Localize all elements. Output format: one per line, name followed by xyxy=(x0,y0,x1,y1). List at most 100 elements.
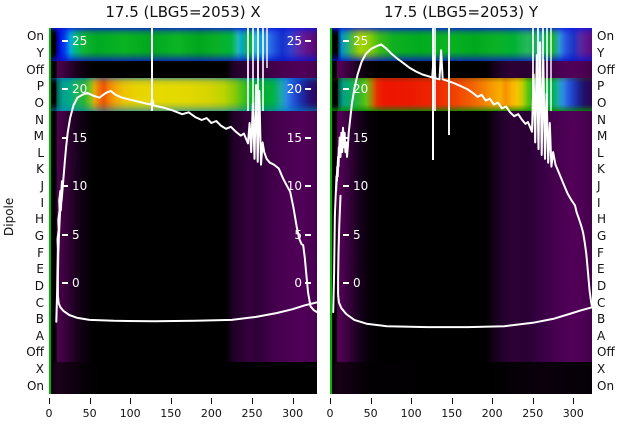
baseline-curve xyxy=(337,194,592,329)
event-line xyxy=(251,28,254,111)
event-line xyxy=(531,28,534,111)
x-tick-label: 0 xyxy=(326,407,334,420)
band-edge-tint xyxy=(49,28,317,61)
x-tick-mark xyxy=(330,398,331,404)
x-tick-label: 100 xyxy=(119,407,141,420)
plot-right: 25 20 15 10 5 0 xyxy=(330,28,592,394)
bottom-rows-layer xyxy=(49,362,317,394)
row-label: J xyxy=(597,179,601,194)
bottom-rows-layer xyxy=(330,362,592,394)
x-tick-mark xyxy=(252,398,253,404)
row-label: N xyxy=(35,112,44,127)
inner-ytick-mark-right xyxy=(305,88,311,90)
inner-ytick-label: 25 xyxy=(72,33,88,48)
row-label: F xyxy=(597,245,604,260)
row-label: Off xyxy=(26,345,44,360)
row-label: Off xyxy=(597,345,615,360)
x-tick-mark xyxy=(492,398,494,404)
inner-ytick-label: 15 xyxy=(72,130,88,145)
x-tick-mark xyxy=(292,398,294,404)
row-label: A xyxy=(35,328,44,343)
inner-ytick-mark xyxy=(62,88,68,90)
inner-ytick-mark xyxy=(343,185,349,187)
row-label: O xyxy=(597,95,607,110)
x-tick-label: 150 xyxy=(160,407,182,420)
row-label: J xyxy=(40,179,44,194)
x-tick-mark xyxy=(451,398,453,404)
inner-ytick-mark xyxy=(62,282,68,284)
x-tick-mark xyxy=(370,398,372,404)
row-label: E xyxy=(597,262,605,277)
x-tick-label: 250 xyxy=(241,407,263,420)
purple-columns-layer xyxy=(330,61,592,362)
row-label: H xyxy=(597,212,607,227)
row-label: Y xyxy=(36,45,44,60)
row-label: C xyxy=(35,295,44,310)
x-tick-label: 50 xyxy=(82,407,97,420)
row-label: Y xyxy=(597,45,605,60)
x-tick-mark xyxy=(573,398,575,404)
inner-ytick-label: 0 xyxy=(72,276,80,290)
row-label: F xyxy=(37,245,44,260)
row-label: On xyxy=(597,29,615,44)
row-labels-left: On Y Off P O N M L K J I H G F E D C B A Off X On xyxy=(0,0,44,440)
row-label: D xyxy=(597,278,607,293)
green-edge-strip xyxy=(330,28,332,394)
x-tick-label: 300 xyxy=(282,407,304,420)
row-label: C xyxy=(597,295,606,310)
inner-ytick-label-right: 15 xyxy=(286,130,302,145)
x-tick-label: 200 xyxy=(200,407,222,420)
inner-ytick-label-right: 0 xyxy=(294,276,302,290)
row-label: L xyxy=(597,145,604,160)
event-line xyxy=(550,28,553,111)
inner-ytick-mark-right xyxy=(305,233,311,236)
baseline-curve xyxy=(56,180,317,323)
inner-ytick-mark xyxy=(62,136,68,139)
row-label: B xyxy=(35,312,44,327)
row-label: G xyxy=(34,228,44,243)
signal-curve xyxy=(55,84,317,323)
row-label: E xyxy=(36,262,44,277)
curve-overlay xyxy=(55,84,317,323)
x-tick-label: 150 xyxy=(441,407,463,420)
x-tick-label: 100 xyxy=(400,407,422,420)
row-label: X xyxy=(35,362,44,377)
left-plot-title: 17.5 (LBG5=2053) X xyxy=(105,3,261,21)
green-edge-strip xyxy=(49,28,51,394)
inner-ytick-label: 10 xyxy=(353,179,369,193)
row-label: On xyxy=(597,378,615,393)
row-label: D xyxy=(34,278,44,293)
row-label: G xyxy=(597,228,607,243)
x-tick-label: 250 xyxy=(522,407,544,420)
inner-ytick-label-right: 20 xyxy=(286,82,302,96)
x-tick-mark xyxy=(89,398,91,404)
x-tick-mark xyxy=(49,398,50,404)
row-label: A xyxy=(597,328,606,343)
inner-ytick-mark xyxy=(343,282,349,284)
event-line xyxy=(151,28,154,111)
inner-ytick-mark xyxy=(343,233,349,236)
row-label: H xyxy=(34,212,44,227)
row-label: Off xyxy=(597,62,615,77)
inner-ytick-label: 25 xyxy=(353,33,369,48)
inner-ytick-label: 20 xyxy=(353,82,369,96)
signal-curve xyxy=(332,41,592,314)
inner-ytick-label: 15 xyxy=(353,130,369,145)
inner-ytick-label-right: 10 xyxy=(286,179,302,193)
row-label: M xyxy=(33,129,44,144)
event-line xyxy=(265,28,268,68)
row-label: Off xyxy=(26,62,44,77)
x-tick-mark xyxy=(411,398,413,404)
event-line xyxy=(546,28,549,111)
x-tick-label: 50 xyxy=(363,407,378,420)
inner-ytick-mark xyxy=(343,88,349,90)
row-label: X xyxy=(597,362,606,377)
inner-ytick-mark-right xyxy=(305,39,311,42)
event-line xyxy=(261,28,264,111)
x-tick-label: 300 xyxy=(562,407,584,420)
event-line xyxy=(256,28,259,111)
row-label: On xyxy=(26,29,44,44)
row-label: P xyxy=(36,79,44,94)
heatmap-band-top xyxy=(49,28,317,61)
